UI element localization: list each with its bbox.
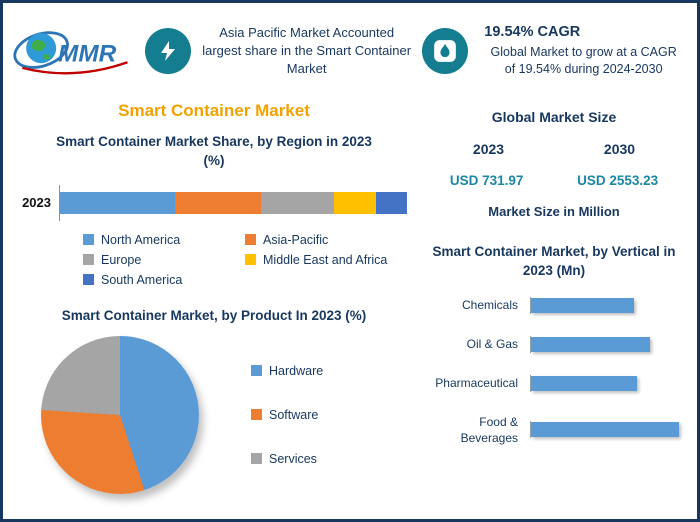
region-stacked-bar [60,191,407,214]
legend-label-south-america: South America [101,272,183,287]
region-chart-section: Smart Container Market Share, by Region … [15,133,413,287]
legend-swatch-software [251,409,262,421]
vertical-bar-label-chemicals: Chemicals [461,298,518,313]
legend-swatch-south-america [83,274,94,286]
vertical-bar-track-chemicals [530,296,685,314]
bar-segment-middle-east-and-africa [334,191,376,214]
legend-item-europe: Europe [83,253,235,267]
product-chart-section: Smart Container Market, by Product In 20… [15,307,413,494]
vertical-bar-track-food-beverages [530,421,685,439]
legend-item-asia-pacific: Asia-Pacific [245,233,413,247]
market-size-values: USD 731.97 USD 2553.23 [423,173,685,188]
vertical-bar-label-oil-gas: Oil & Gas [466,337,518,352]
legend-swatch-europe [83,254,94,266]
content: Smart Container Market Smart Container M… [3,95,697,494]
vertical-bar-pharmaceutical [531,375,637,391]
page-title: Smart Container Market [118,101,310,120]
legend-swatch-middle-east-and-africa [245,254,256,266]
vertical-bar-row-chemicals: Chemicals [423,296,685,314]
cagr-title: 19.54% CAGR [484,24,581,41]
product-pie [41,335,199,494]
vertical-bars: Chemicals Oil & Gas Pharmaceutical Food & B… [423,296,685,446]
legend-item-south-america: South America [83,273,235,287]
bar-segment-north-america [60,191,175,214]
right-column: Global Market Size 2023 2030 USD 731.97 … [413,95,685,494]
vertical-bar-row-food-beverages: Food & Beverages [423,414,685,446]
product-pie-row: Hardware Software Services [15,335,413,494]
legend-item-hardware: Hardware [251,364,323,378]
region-chart: 2023 [15,184,407,221]
region-axis [59,184,407,221]
lightning-icon [145,28,191,74]
legend-label-services: Services [269,451,317,466]
legend-label-software: Software [269,407,319,422]
flame-icon [422,28,469,74]
region-legend: North America Asia-Pacific Europe Middle Ea… [83,233,413,287]
product-chart-title: Smart Container Market, by Product In 20… [61,307,367,323]
cagr-block: 19.54% CAGR Global Market to grow at a C… [484,24,683,78]
market-size-value-2030: USD 2553.23 [577,173,659,188]
left-column: Smart Container Market Smart Container M… [15,95,413,494]
header-note: Asia Pacific Market Accounted largest sh… [202,24,412,77]
legend-swatch-services [251,453,262,465]
vertical-bar-label-food-beverages: Food & Beverages [460,414,518,445]
legend-label-hardware: Hardware [269,363,324,378]
legend-label-north-america: North America [101,232,181,247]
vertical-bar-label-pharmaceutical: Pharmaceutical [435,376,518,391]
bar-segment-asia-pacific [174,191,262,214]
legend-item-middle-east-and-africa: Middle East and Africa [245,253,413,267]
market-size-years: 2023 2030 [423,141,685,157]
vertical-bar-oil-gas [531,336,650,352]
legend-label-europe: Europe [101,252,142,267]
region-chart-title: Smart Container Market Share, by Region … [56,134,372,168]
market-size-note: Market Size in Million [488,204,620,219]
legend-label-middle-east-and-africa: Middle East and Africa [263,252,388,267]
legend-swatch-north-america [83,234,94,246]
market-size-year-2023: 2023 [472,141,505,157]
legend-swatch-hardware [251,365,262,377]
market-size-value-2023: USD 731.97 [449,173,524,188]
mmr-logo: MMR [13,17,135,85]
bar-segment-europe [261,191,335,214]
region-axis-label: 2023 [22,195,51,211]
legend-item-services: Services [251,452,323,466]
bar-segment-south-america [375,191,407,214]
vertical-bar-row-oil-gas: Oil & Gas [423,335,685,353]
market-size-year-2030: 2030 [603,141,636,157]
vertical-bar-track-oil-gas [530,335,685,353]
vertical-chart-title: Smart Container Market, by Vertical in 2… [432,244,676,278]
legend-item-north-america: North America [83,233,235,247]
mmr-logo-graphic: MMR [13,31,128,75]
legend-item-software: Software [251,408,323,422]
vertical-bar-row-pharmaceutical: Pharmaceutical [423,374,685,392]
vertical-chart-section: Smart Container Market, by Vertical in 2… [423,243,685,446]
legend-swatch-asia-pacific [245,234,256,246]
vertical-bar-food-beverages [531,422,679,438]
market-size-section: Global Market Size 2023 2030 USD 731.97 … [423,109,685,219]
vertical-bar-track-pharmaceutical [530,374,685,392]
product-legend: Hardware Software Services [251,364,323,466]
logo-text: MMR [58,40,117,67]
header: MMR Asia Pacific Market Accounted larges… [3,3,697,95]
vertical-bar-chemicals [531,297,634,313]
cagr-note: Global Market to grow at a CAGR of 19.54… [490,45,677,76]
market-size-title: Global Market Size [491,109,617,125]
legend-label-asia-pacific: Asia-Pacific [263,232,329,247]
